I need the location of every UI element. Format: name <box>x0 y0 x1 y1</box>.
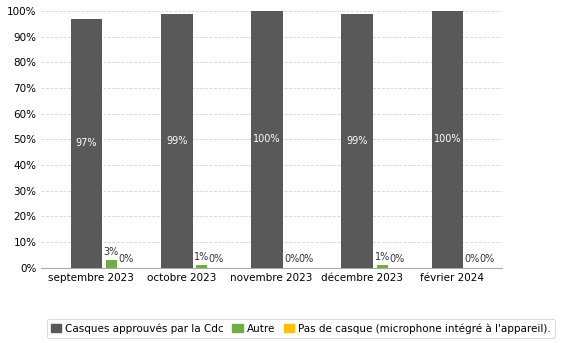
Text: 0%: 0% <box>465 255 480 264</box>
Text: 0%: 0% <box>284 255 300 264</box>
Bar <box>377 265 388 268</box>
Text: 0%: 0% <box>479 255 494 264</box>
Text: 0%: 0% <box>299 255 314 264</box>
Text: 1%: 1% <box>194 252 209 262</box>
Legend: Casques approuvés par la Cdc, Autre, Pas de casque (microphone intégré à l'appar: Casques approuvés par la Cdc, Autre, Pas… <box>47 319 555 338</box>
Text: 97%: 97% <box>75 138 97 148</box>
Text: 99%: 99% <box>347 135 368 145</box>
Bar <box>71 19 103 268</box>
Bar <box>251 11 283 268</box>
Bar <box>161 13 192 268</box>
Text: 100%: 100% <box>434 134 461 144</box>
Bar <box>196 265 207 268</box>
Text: 1%: 1% <box>374 252 390 262</box>
Text: 100%: 100% <box>253 134 281 144</box>
Text: 99%: 99% <box>166 135 187 145</box>
Text: 0%: 0% <box>209 255 223 264</box>
Text: 0%: 0% <box>389 255 404 264</box>
Bar <box>342 13 373 268</box>
Text: 3%: 3% <box>104 247 119 257</box>
Text: 0%: 0% <box>118 255 134 264</box>
Bar <box>432 11 463 268</box>
Bar <box>106 260 117 268</box>
